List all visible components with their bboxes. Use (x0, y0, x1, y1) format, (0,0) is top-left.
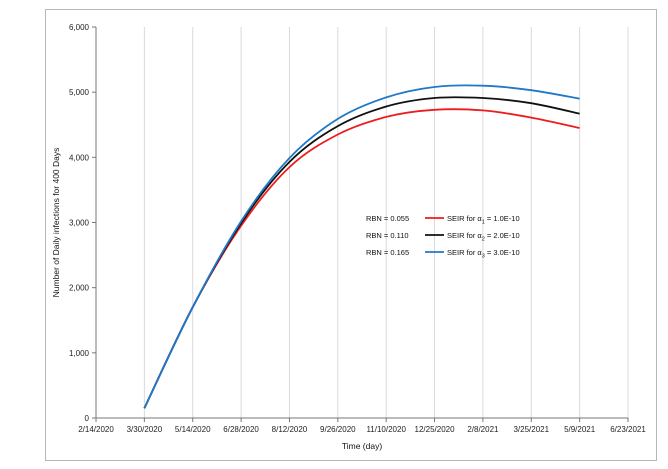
x-tick-label: 12/25/2020 (415, 425, 456, 434)
chart-frame: 2/14/2020 3/30/2020 5/14/2020 6/28/2020 8/12… (45, 9, 657, 461)
x-tick-label: 5/14/2020 (175, 425, 211, 434)
y-tick-label: 3,000 (69, 219, 90, 228)
y-tick-label: 1,000 (69, 349, 90, 358)
x-tick-label: 3/25/2021 (513, 425, 549, 434)
legend-rbn-label: RBN = 0.110 (366, 231, 409, 240)
legend: RBN = 0.055 SEIR for α1 = 1.0E-10 RBN = 0.… (366, 214, 520, 260)
x-axis-ticks: 2/14/2020 3/30/2020 5/14/2020 6/28/2020 8/12… (78, 418, 646, 434)
legend-rbn-label: RBN = 0.165 (366, 248, 409, 257)
series-line-1 (143, 108, 580, 409)
axes (95, 27, 628, 419)
x-tick-label: 11/10/2020 (366, 425, 406, 434)
x-tick-label: 3/30/2020 (127, 425, 163, 434)
y-axis-ticks: 0 1,000 2,000 3,000 4,000 5,000 6,000 (69, 23, 96, 423)
y-tick-label: 4,000 (69, 153, 90, 162)
legend-rbn-label: RBN = 0.055 (366, 214, 409, 223)
x-tick-label: 2/14/2020 (78, 425, 114, 434)
y-axis-title: Number of Daily infections for 400 Days (51, 148, 61, 298)
x-tick-label: 8/12/2020 (272, 425, 308, 434)
x-axis-title: Time (day) (342, 441, 382, 451)
legend-entry: SEIR for α1 = 1.0E-10 (447, 214, 520, 226)
y-tick-label: 2,000 (69, 284, 90, 293)
x-tick-label: 9/26/2020 (320, 425, 356, 434)
daily-infections-chart: 2/14/2020 3/30/2020 5/14/2020 6/28/2020 8/12… (51, 23, 646, 451)
gridlines (143, 27, 629, 418)
legend-entry: SEIR for α2 = 2.0E-10 (447, 231, 520, 243)
x-tick-label: 5/9/2021 (564, 425, 596, 434)
legend-entry: SEIR for α3 = 3.0E-10 (447, 248, 520, 260)
y-tick-label: 0 (85, 414, 90, 423)
y-tick-label: 5,000 (69, 88, 90, 97)
x-tick-label: 6/28/2020 (223, 425, 259, 434)
x-tick-label: 2/8/2021 (467, 425, 499, 434)
series-line-3 (143, 84, 580, 409)
x-tick-label: 6/23/2021 (610, 425, 646, 434)
y-tick-label: 6,000 (69, 23, 90, 32)
series-lines (143, 84, 580, 409)
